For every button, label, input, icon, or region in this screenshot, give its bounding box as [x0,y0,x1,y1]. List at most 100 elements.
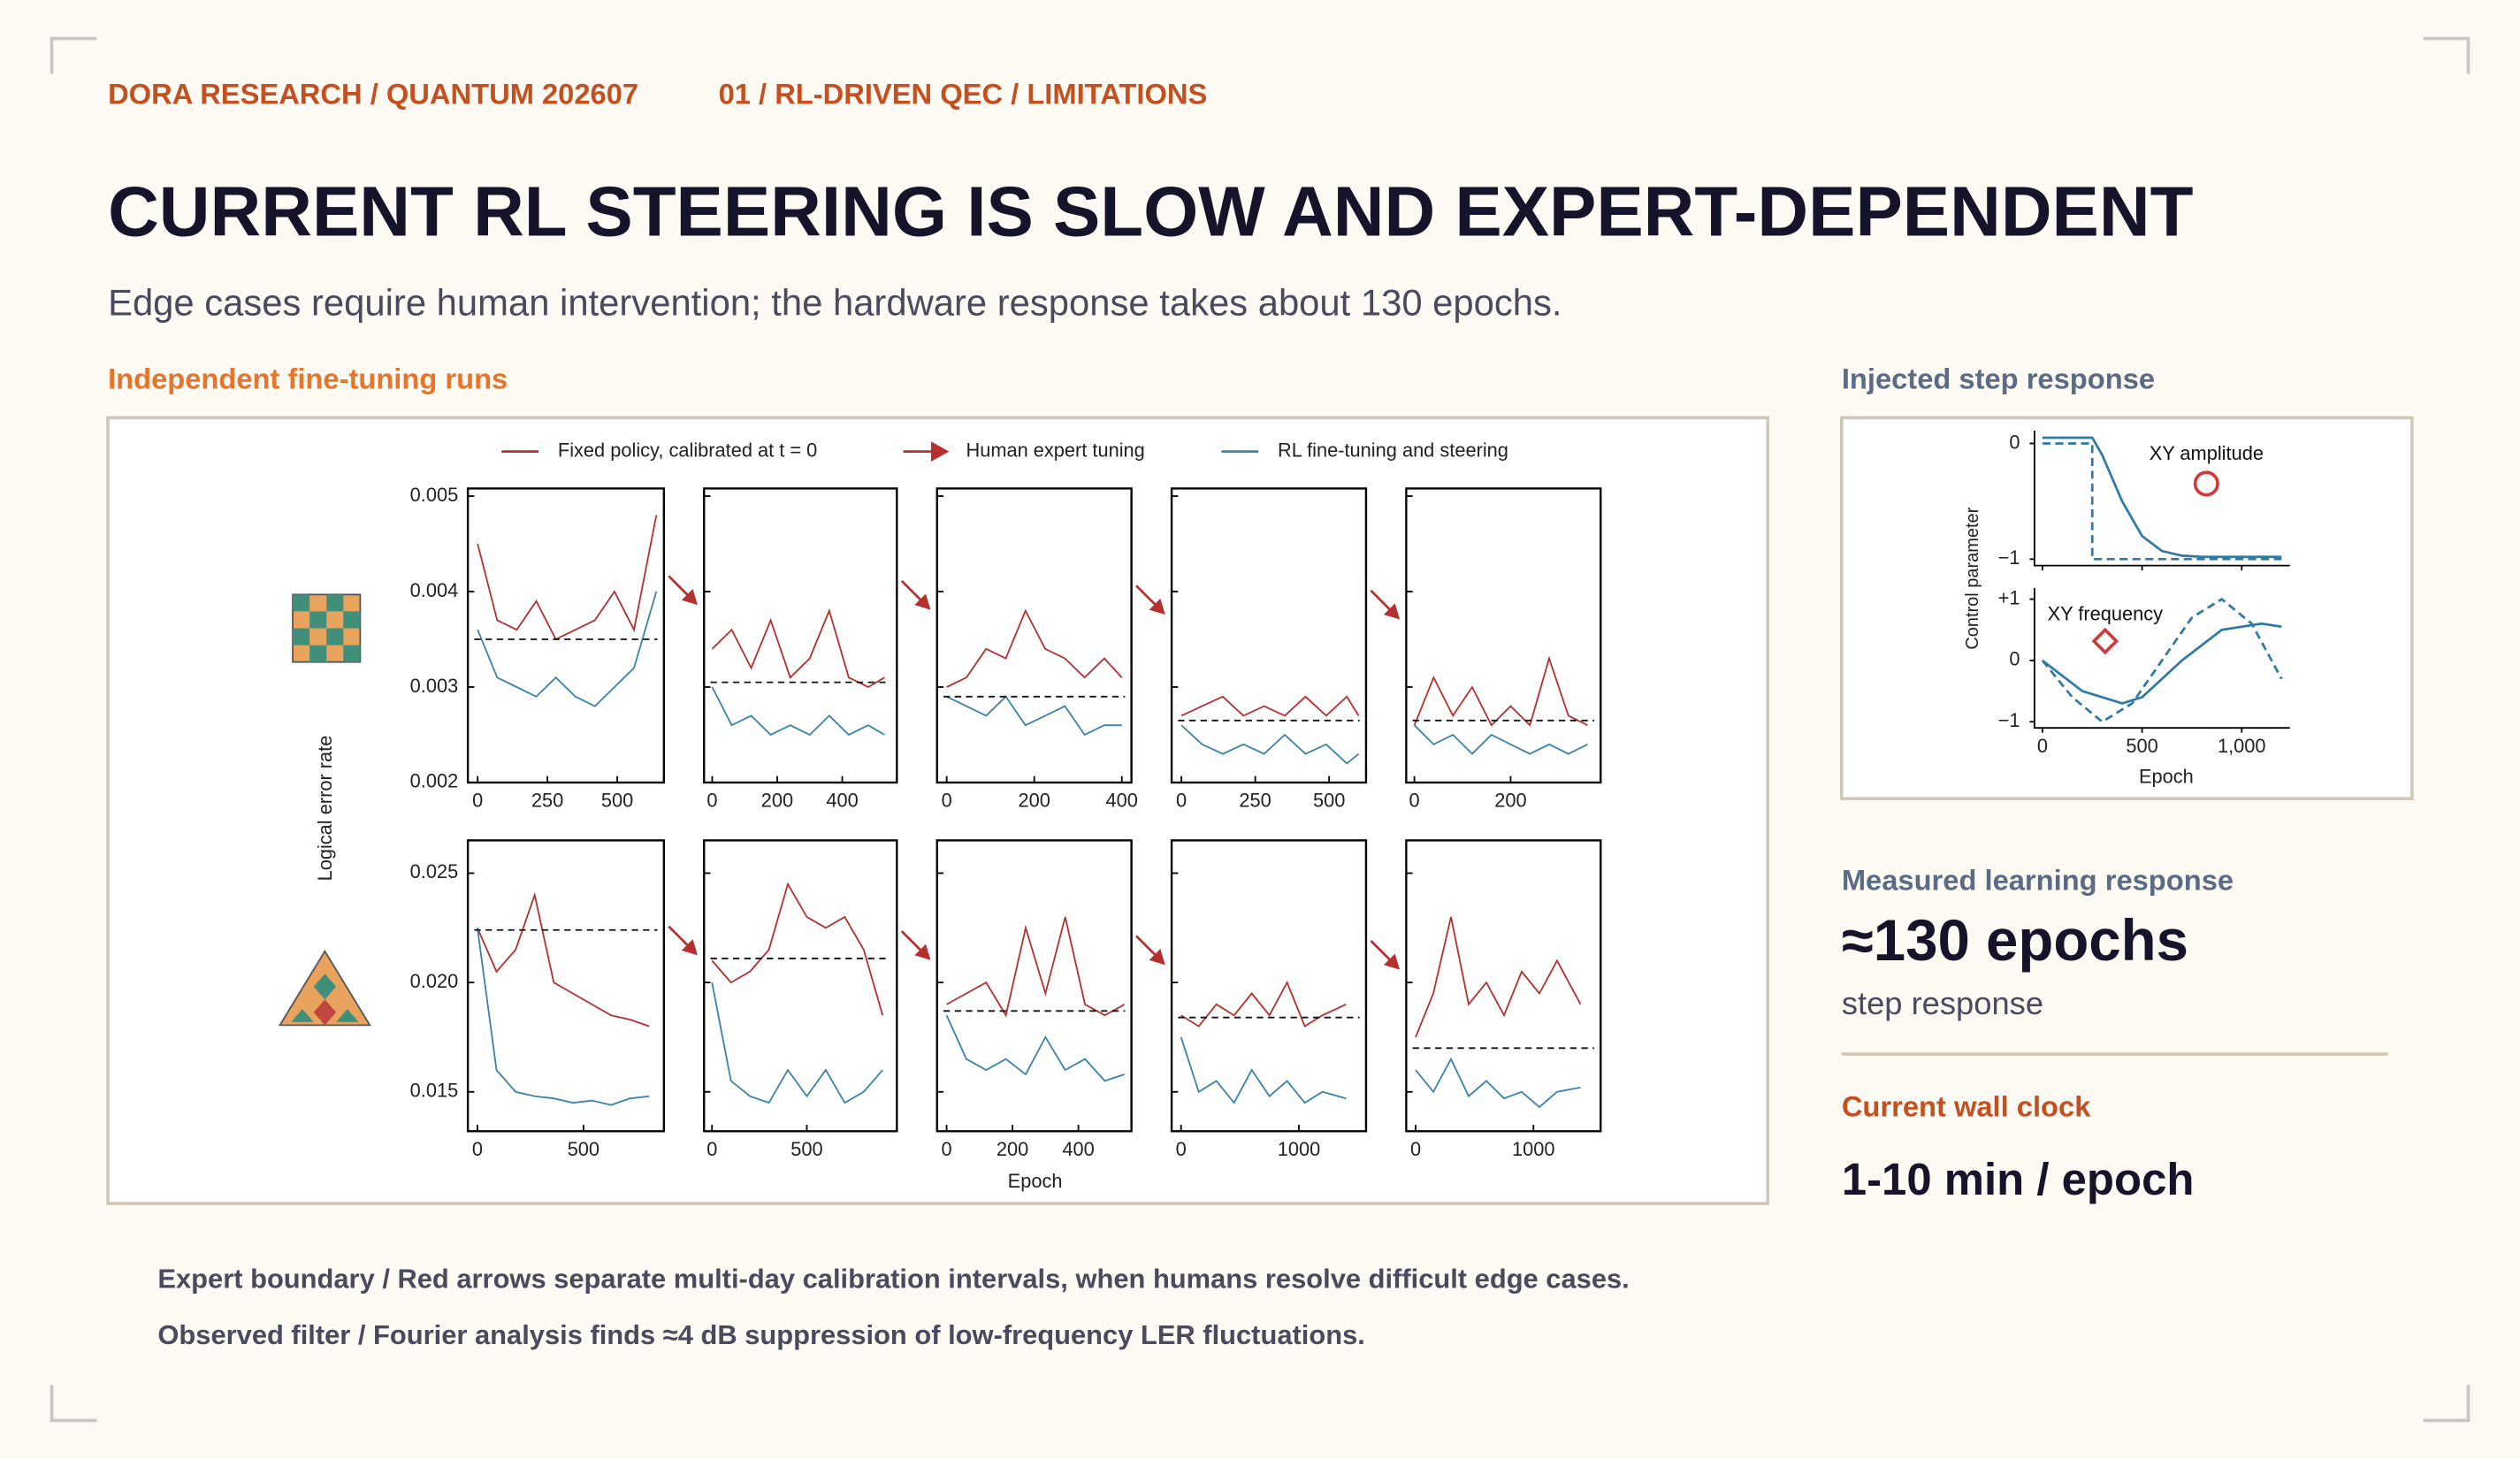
legend-label: Human expert tuning [966,439,1144,461]
x-tick-label: 0 [942,790,952,812]
panel-frame [1170,839,1368,1133]
rl-line [711,686,885,737]
x-tick-label: 400 [1106,790,1138,812]
y-tick-label: 0.005 [410,484,459,506]
response-line [2042,436,2282,559]
x-tick-label: 1000 [1278,1138,1321,1160]
expert-arrow-head [681,588,698,606]
y-tick-label: 0.003 [410,675,459,697]
y-tick-label: 0 [2009,431,2020,453]
fixed-policy-line [946,916,1126,1018]
fixed-policy-line [477,515,658,641]
figure-label: Independent fine-tuning runs [108,362,508,394]
metric-label: Current wall clock [1842,1089,2091,1122]
x-tick-label: 500 [2126,735,2157,757]
fixed-policy-line [1180,695,1360,717]
y-tick-label: 0.020 [410,970,459,992]
x-tick-label: 1000 [1512,1138,1555,1160]
subtitle: Edge cases require human intervention; t… [108,281,1562,323]
metric-note: step response [1842,985,2043,1021]
x-tick-label: 0 [706,790,717,812]
y-tick-label: 0.002 [410,770,459,792]
panel-frame [1170,487,1368,784]
rl-line [1180,1036,1347,1104]
axis [2033,588,2290,730]
fixed-policy-line [946,608,1123,688]
y-tick-label: −1 [1998,709,2020,731]
metric-value: 1-10 min / epoch [1842,1154,2195,1204]
rl-line [477,928,650,1106]
x-tick-label: 500 [790,1138,822,1160]
rl-line [946,695,1122,737]
x-tick-label: 200 [997,1138,1028,1160]
figure-frame [1840,416,2414,800]
figure-label: Injected step response [1842,362,2155,394]
panel-frame [935,839,1133,1133]
surface-code-icon [292,593,362,663]
rl-line [1413,724,1588,755]
note: Observed filter / Fourier analysis finds… [157,1319,1364,1350]
y-tick-label: 0 [2009,648,2020,670]
expert-arrow-head [1383,953,1401,970]
x-tick-label: 0 [1176,790,1187,812]
x-axis-label: Epoch [1008,1170,1063,1192]
annotation: XY frequency [2048,603,2164,625]
panel-frame [1405,487,1602,784]
x-axis-label: Epoch [2139,765,2194,787]
panel-frame [703,487,898,784]
x-tick-label: 200 [761,790,793,812]
rl-line [1415,1057,1581,1109]
x-tick-label: 1,000 [2218,735,2266,757]
y-axis-label: Logical error rate [314,736,336,882]
corner-marks [50,36,2470,1423]
x-tick-label: 200 [1018,790,1050,812]
x-tick-label: 400 [826,790,858,812]
title: CURRENT RL STEERING IS SLOW AND EXPERT-D… [108,172,2193,250]
marker-icon [2193,470,2219,497]
x-tick-label: 0 [1176,1138,1187,1160]
marker-icon [2091,627,2119,655]
section: 01 / RL-DRIVEN QEC / LIMITATIONS [719,78,1208,111]
rl-line [945,1014,1126,1082]
legend-label: Fixed policy, calibrated at t = 0 [558,439,817,461]
x-tick-label: 0 [941,1138,951,1160]
axis [2033,431,2290,567]
x-tick-label: 250 [531,790,563,812]
y-axis-label: Control parameter [1963,507,1982,649]
response-line [2041,597,2283,723]
expert-arrow-head [914,943,931,960]
rl-line [477,591,658,707]
x-tick-label: 0 [472,1138,483,1160]
fixed-policy-line [477,891,650,1027]
x-tick-label: 500 [601,790,633,812]
x-tick-label: 0 [2037,735,2048,757]
rl-line [1180,724,1360,765]
y-tick-label: 0.004 [410,579,459,601]
metric-label: Measured learning response [1842,863,2234,896]
panel-frame [935,487,1133,784]
x-tick-label: 0 [1409,790,1420,812]
annotation: XY amplitude [2150,442,2264,464]
y-tick-label: −1 [1998,546,2020,569]
x-tick-label: 500 [1313,790,1345,812]
x-tick-label: 0 [472,790,483,812]
x-tick-label: 250 [1239,790,1271,812]
expert-arrow-head [1149,598,1165,615]
metric-value: ≈130 epochs [1842,908,2188,973]
x-tick-label: 200 [1494,790,1526,812]
response-line [2042,442,2282,561]
x-tick-label: 500 [568,1138,599,1160]
expert-arrow-head [681,939,698,956]
response-line [2042,622,2282,705]
note: Expert boundary / Red arrows separate mu… [157,1263,1629,1294]
rl-line [711,982,883,1104]
y-tick-label: +1 [1998,586,2020,608]
fixed-policy-line [711,882,884,1016]
legend-swatch [903,441,950,462]
y-tick-label: 0.025 [410,860,459,882]
y-tick-label: 0.015 [410,1080,459,1102]
panel-frame [703,839,898,1133]
x-tick-label: 0 [706,1138,717,1160]
